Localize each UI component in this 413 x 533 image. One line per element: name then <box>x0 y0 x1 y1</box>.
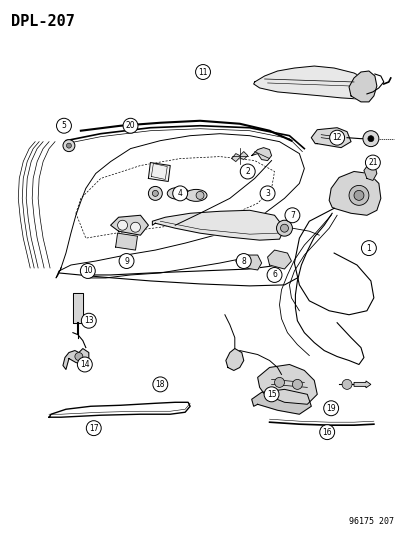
Text: 4: 4 <box>177 189 182 198</box>
Polygon shape <box>231 151 247 161</box>
Circle shape <box>361 240 375 255</box>
Text: 14: 14 <box>80 360 90 369</box>
Ellipse shape <box>167 188 189 199</box>
Circle shape <box>172 186 187 201</box>
Text: 15: 15 <box>266 390 276 399</box>
Circle shape <box>86 421 101 435</box>
FancyArrow shape <box>353 381 370 388</box>
Text: 1: 1 <box>366 244 370 253</box>
Text: 6: 6 <box>271 270 276 279</box>
Polygon shape <box>348 71 376 102</box>
Text: 20: 20 <box>126 121 135 130</box>
Polygon shape <box>148 163 170 181</box>
Circle shape <box>284 208 299 223</box>
Text: DPL-207: DPL-207 <box>11 14 75 29</box>
Circle shape <box>123 118 138 133</box>
Circle shape <box>66 143 71 148</box>
Circle shape <box>341 379 351 389</box>
Text: 10: 10 <box>83 266 93 276</box>
Polygon shape <box>257 365 316 404</box>
Polygon shape <box>110 215 148 235</box>
Text: 11: 11 <box>198 68 207 77</box>
Circle shape <box>81 313 96 328</box>
Circle shape <box>63 140 75 151</box>
Circle shape <box>80 263 95 278</box>
Text: 3: 3 <box>264 189 269 198</box>
Circle shape <box>323 401 338 416</box>
Text: 7: 7 <box>289 211 294 220</box>
Circle shape <box>263 387 278 402</box>
Polygon shape <box>115 233 137 250</box>
Polygon shape <box>251 148 271 160</box>
Polygon shape <box>328 172 380 215</box>
Circle shape <box>148 187 162 200</box>
Polygon shape <box>253 66 370 99</box>
Circle shape <box>353 190 363 200</box>
Ellipse shape <box>185 189 206 201</box>
Text: 17: 17 <box>89 424 98 433</box>
Polygon shape <box>251 389 311 414</box>
Circle shape <box>292 379 301 389</box>
Text: 19: 19 <box>325 404 335 413</box>
Circle shape <box>77 357 92 372</box>
Polygon shape <box>225 349 243 370</box>
Circle shape <box>152 377 167 392</box>
Circle shape <box>329 130 344 145</box>
Circle shape <box>240 164 254 179</box>
Text: 16: 16 <box>322 427 331 437</box>
Text: 5: 5 <box>62 121 66 130</box>
Polygon shape <box>267 250 291 269</box>
Text: 13: 13 <box>84 316 93 325</box>
Polygon shape <box>311 128 350 148</box>
Circle shape <box>280 224 288 232</box>
Polygon shape <box>152 211 284 240</box>
Circle shape <box>259 186 274 201</box>
Text: 8: 8 <box>241 256 246 265</box>
Polygon shape <box>73 293 83 322</box>
Circle shape <box>196 191 204 199</box>
Circle shape <box>117 220 127 230</box>
Circle shape <box>75 352 83 360</box>
Polygon shape <box>235 255 261 270</box>
Circle shape <box>236 254 251 269</box>
Circle shape <box>152 190 158 196</box>
Circle shape <box>274 377 284 387</box>
Text: 2: 2 <box>245 167 249 176</box>
Text: 96175 207: 96175 207 <box>348 516 393 526</box>
Text: 12: 12 <box>332 133 341 142</box>
Circle shape <box>319 425 334 440</box>
Text: 9: 9 <box>124 256 129 265</box>
Circle shape <box>365 155 380 170</box>
Text: 18: 18 <box>155 380 165 389</box>
Circle shape <box>362 131 378 147</box>
Circle shape <box>119 254 134 269</box>
Circle shape <box>195 64 210 79</box>
Circle shape <box>348 185 368 205</box>
Circle shape <box>367 136 373 142</box>
Polygon shape <box>363 164 376 181</box>
Circle shape <box>266 268 281 282</box>
Polygon shape <box>63 349 88 369</box>
Circle shape <box>57 118 71 133</box>
Circle shape <box>276 220 292 236</box>
Circle shape <box>130 222 140 232</box>
Text: 21: 21 <box>367 158 377 167</box>
